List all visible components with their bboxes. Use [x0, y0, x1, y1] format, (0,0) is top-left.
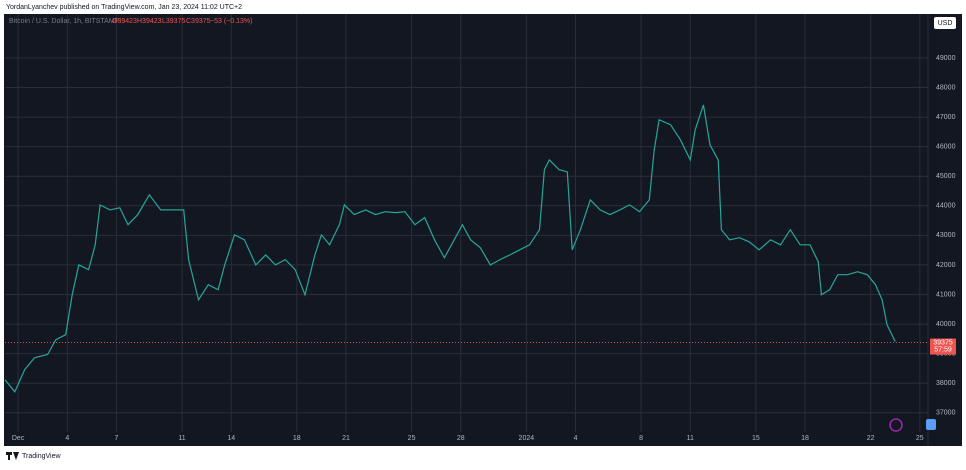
price-line: [4, 104, 896, 393]
open-label: O39423: [112, 18, 137, 25]
last-price-box: [930, 338, 956, 355]
brand-logo: [6, 452, 19, 460]
close-label: C39375: [186, 18, 211, 25]
x-tick-label: Dec: [12, 435, 25, 442]
brand-name: TradingView: [22, 453, 61, 460]
x-tick-label: 15: [752, 435, 760, 442]
publisher-note: YordanLyanchev published on TradingView.…: [6, 4, 242, 11]
x-tick-label: 18: [801, 435, 809, 442]
y-tick-label: 48000: [936, 84, 956, 91]
y-tick-label: 41000: [936, 291, 956, 298]
y-tick-label: 38000: [936, 380, 956, 387]
low-label: L39375: [162, 18, 185, 25]
x-tick-label: 11: [687, 435, 694, 442]
calendar-icon[interactable]: [926, 419, 936, 430]
x-tick-label: 11: [178, 435, 185, 442]
x-tick-label: 2024: [519, 435, 535, 442]
currency-button[interactable]: [934, 17, 956, 29]
high-label: H39423: [137, 18, 162, 25]
x-tick-label: 4: [65, 435, 69, 442]
x-tick-label: 21: [342, 435, 350, 442]
x-tick-label: 14: [227, 435, 235, 442]
x-tick-label: 22: [867, 435, 875, 442]
y-tick-label: 43000: [936, 232, 956, 239]
y-tick-label: 42000: [936, 262, 956, 269]
change-label: −53 (−0.13%): [210, 18, 252, 25]
y-tick-label: 46000: [936, 143, 956, 150]
y-tick-label: 37000: [936, 410, 956, 417]
x-tick-label: 25: [408, 435, 416, 442]
last-price-label: 39375: [933, 339, 953, 346]
replay-icon[interactable]: [889, 418, 903, 432]
y-tick-label: 49000: [936, 55, 956, 62]
plot: [4, 104, 928, 393]
chart-panel: [4, 14, 962, 446]
currency-label: USD: [938, 20, 953, 27]
y-tick-label: 45000: [936, 173, 956, 180]
y-tick-label: 40000: [936, 321, 956, 328]
y-tick-label: 47000: [936, 114, 956, 121]
x-tick-label: 25: [916, 435, 924, 442]
x-tick-label: 18: [293, 435, 301, 442]
x-tick-label: 7: [115, 435, 119, 442]
y-tick-label: 44000: [936, 203, 956, 210]
countdown-label: 57:59: [934, 346, 952, 353]
x-tick-label: 4: [574, 435, 578, 442]
grid: [5, 14, 928, 432]
x-tick-label: 8: [639, 435, 643, 442]
symbol-label: Bitcoin / U.S. Dollar, 1h, BITSTAMP: [9, 18, 120, 25]
x-tick-label: 28: [457, 435, 465, 442]
